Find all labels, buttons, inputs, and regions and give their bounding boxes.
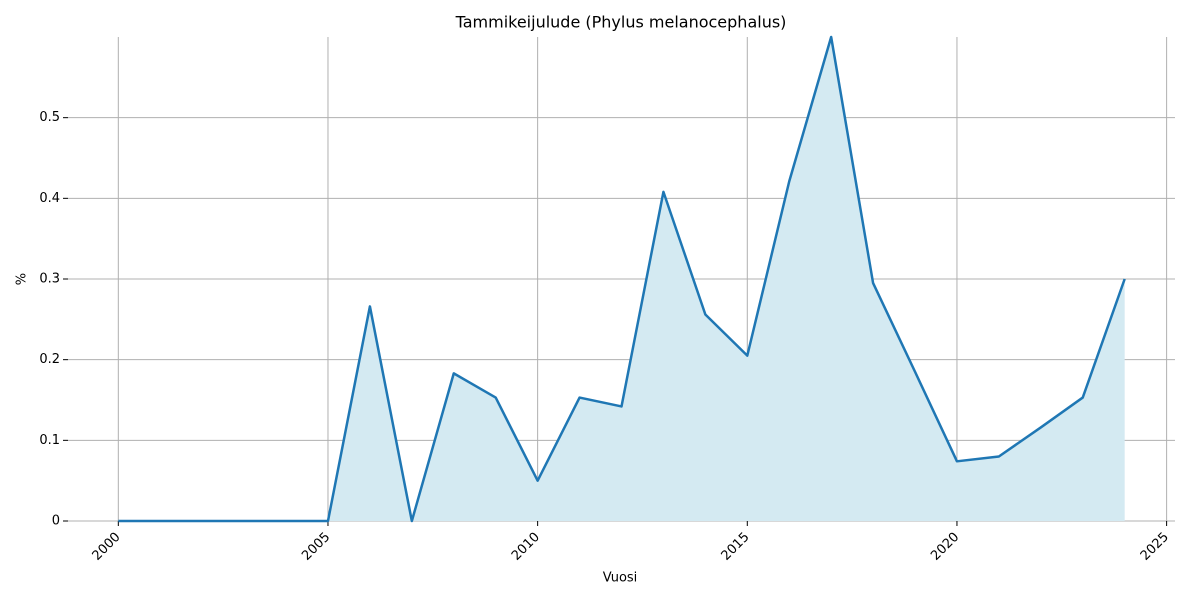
y-axis-label: % bbox=[15, 273, 30, 285]
x-tick-label: 2000 bbox=[90, 530, 124, 564]
x-tick-label: 2005 bbox=[299, 530, 333, 564]
chart-title: Tammikeijulude (Phylus melanocephalus) bbox=[455, 13, 787, 32]
y-tick-label: 0.4 bbox=[39, 191, 60, 206]
x-tick-label: 2025 bbox=[1138, 530, 1172, 564]
x-tick-label: 2020 bbox=[928, 530, 962, 564]
area bbox=[118, 37, 1125, 521]
y-tick-label: 0.5 bbox=[39, 110, 60, 125]
y-tick-label: 0.1 bbox=[39, 433, 60, 448]
y-tick-label: 0 bbox=[52, 514, 60, 529]
line bbox=[118, 35, 1126, 523]
y-tick-label: 0.3 bbox=[39, 272, 60, 287]
x-axis-label: Vuosi bbox=[603, 571, 638, 586]
y-tick-label: 0.2 bbox=[39, 352, 60, 367]
x-tick-label: 2015 bbox=[719, 530, 753, 564]
x-tick-label: 2010 bbox=[509, 530, 543, 564]
